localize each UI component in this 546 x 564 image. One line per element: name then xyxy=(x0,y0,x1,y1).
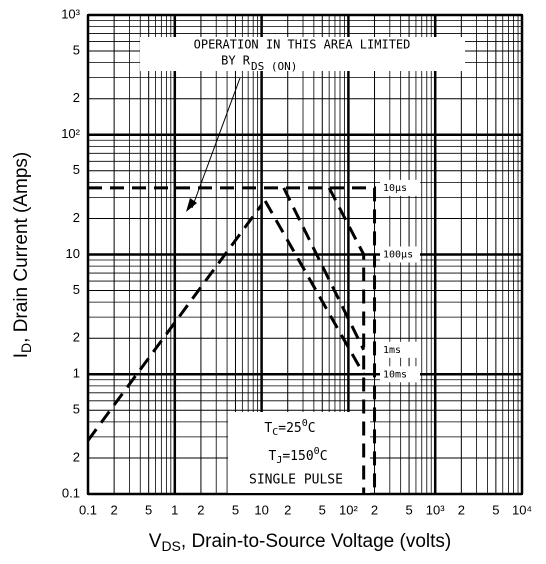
rest: , Drain Current (Amps) xyxy=(11,152,32,343)
y-tick-label: 1 xyxy=(73,366,80,381)
y-tick-label: 5 xyxy=(73,402,80,417)
area-note: OPERATION IN THIS AREA LIMITED xyxy=(194,38,411,52)
series-label: 10µs xyxy=(383,183,407,194)
pulse-label: SINGLE PULSE xyxy=(249,473,343,488)
x-tick-label: 5 xyxy=(492,502,499,517)
y-tick-label: 10³ xyxy=(61,6,80,21)
tc-label: TC=250C xyxy=(264,418,315,438)
y-tick-label: 5 xyxy=(73,162,80,177)
x-tick-label: 5 xyxy=(145,502,152,517)
x-tick-label: 0.1 xyxy=(79,502,97,517)
sup: 0 xyxy=(314,446,320,457)
t: T xyxy=(268,449,276,464)
x-tick-label: 2 xyxy=(284,502,291,517)
sup: 0 xyxy=(302,418,308,429)
series-label-bg xyxy=(380,246,420,263)
y-tick-label: 2 xyxy=(73,449,80,464)
series-label-bg xyxy=(380,366,420,383)
rest: , Drain-to-Source Voltage (volts) xyxy=(181,531,451,552)
i: I xyxy=(11,353,32,358)
x-tick-label: 1 xyxy=(171,502,178,517)
y-tick-label: 0.1 xyxy=(62,485,80,500)
marks: 10µs 100µs 1ms 10ms xyxy=(86,179,420,494)
y-axis-label: ID, Drain Current (Amps) xyxy=(11,152,34,359)
x-tick-label: 2 xyxy=(111,502,118,517)
x-tick-label: 2 xyxy=(197,502,204,517)
area-note-by: BY R xyxy=(221,54,251,68)
plot-frame xyxy=(87,14,523,495)
val: =25 xyxy=(278,421,301,436)
y-tick-label: 10² xyxy=(61,126,80,141)
x-tick-label: 10 xyxy=(254,502,268,517)
y-tick-label: 10 xyxy=(66,246,80,261)
soa-line xyxy=(327,187,366,494)
t: T xyxy=(264,421,272,436)
sub: DS xyxy=(161,538,180,554)
sub: C xyxy=(272,427,278,438)
unit: C xyxy=(320,449,328,464)
y-tick-label: 5 xyxy=(73,42,80,57)
y-tick-label: 2 xyxy=(73,330,80,345)
soa-line xyxy=(282,187,366,351)
sub: J xyxy=(276,455,282,466)
x-axis-label: VDS, Drain-to-Source Voltage (volts) xyxy=(149,531,451,554)
x-tick-label: 10² xyxy=(339,502,358,517)
note-box xyxy=(140,37,465,71)
series-label: 1ms xyxy=(383,345,401,356)
soa-line xyxy=(88,186,377,494)
x-tick-label: 5 xyxy=(319,502,326,517)
x-tick-label: 10⁴ xyxy=(512,502,532,517)
arrow-head xyxy=(186,198,197,212)
arrow xyxy=(191,77,241,209)
val: =150 xyxy=(282,449,313,464)
tj-label: TJ=1500C xyxy=(268,446,327,466)
sub: D xyxy=(18,343,34,353)
x-tick-label: 5 xyxy=(405,502,412,517)
soa-line xyxy=(263,200,365,375)
y-tick-label: 2 xyxy=(73,210,80,225)
x-tick-label: 5 xyxy=(232,502,239,517)
series-label: 10ms xyxy=(383,369,407,380)
v: V xyxy=(149,531,162,552)
series-label-bg xyxy=(380,179,420,196)
y-tick-label: 2 xyxy=(73,90,80,105)
x-tick-label: 2 xyxy=(371,502,378,517)
area-note-sub: DS (ON) xyxy=(251,60,297,73)
conditions-box xyxy=(228,412,370,494)
series-label: 100µs xyxy=(383,250,413,261)
x-tick-label: 2 xyxy=(458,502,465,517)
series-label-bg xyxy=(380,341,420,358)
y-tick-label: 5 xyxy=(73,282,80,297)
x-tick-label: 10³ xyxy=(426,502,445,517)
unit: C xyxy=(308,421,316,436)
rds-limit-line xyxy=(86,203,263,442)
